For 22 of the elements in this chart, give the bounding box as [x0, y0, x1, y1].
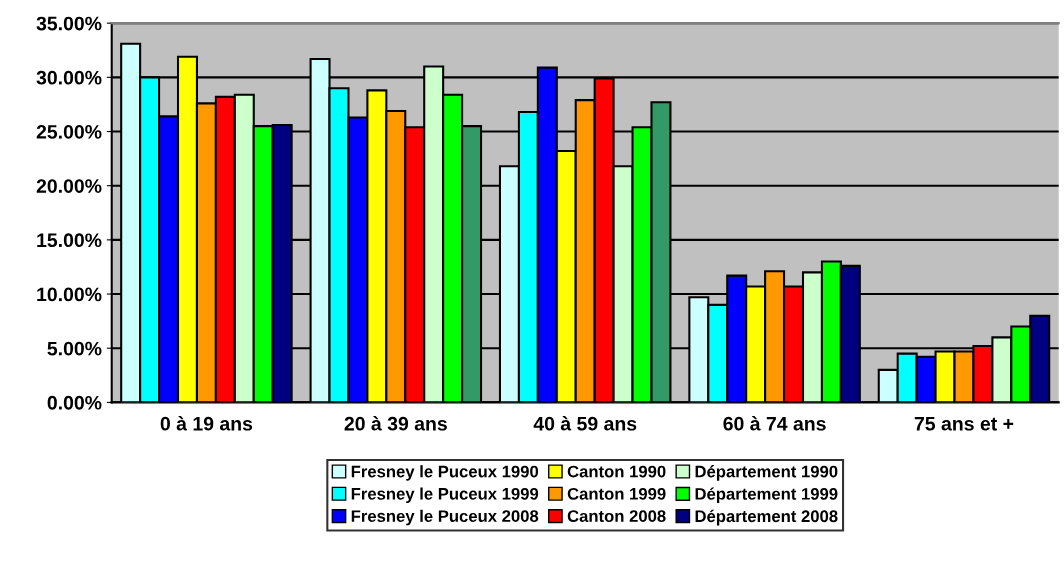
y-tick-label: 0.00%	[47, 395, 102, 410]
legend-label: Département 2008	[695, 509, 838, 526]
x-tick-label: 60 à 74 ans	[723, 416, 826, 431]
x-tick-label: 40 à 59 ans	[533, 416, 637, 431]
x-tick-label: 20 à 39 ans	[344, 416, 447, 431]
legend-label: Fresney le Puceux 1999	[351, 487, 539, 504]
x-tick-label: 75 ans et +	[914, 417, 1014, 431]
legend-label: Département 1999	[695, 487, 838, 504]
y-tick-label: 10.00%	[37, 287, 102, 302]
x-tick-label: 0 à 19 ans	[160, 416, 253, 431]
legend-label: Fresney le Puceux 2008	[351, 509, 539, 526]
y-tick-label: 25.00%	[36, 124, 102, 139]
y-tick-label: 15.00%	[37, 233, 102, 248]
legend-label: Département 1990	[695, 465, 838, 481]
y-tick-label: 35.00%	[36, 16, 102, 31]
legend-label: Canton 1999	[567, 487, 666, 500]
y-tick-label: 20.00%	[36, 179, 102, 193]
legend-label: Canton 1990	[567, 465, 666, 478]
legend-label: Canton 2008	[567, 510, 666, 523]
y-tick-label: 30.00%	[36, 70, 102, 85]
legend-label: Fresney le Puceux 1990	[351, 465, 539, 481]
y-tick-label: 5.00%	[47, 341, 102, 356]
